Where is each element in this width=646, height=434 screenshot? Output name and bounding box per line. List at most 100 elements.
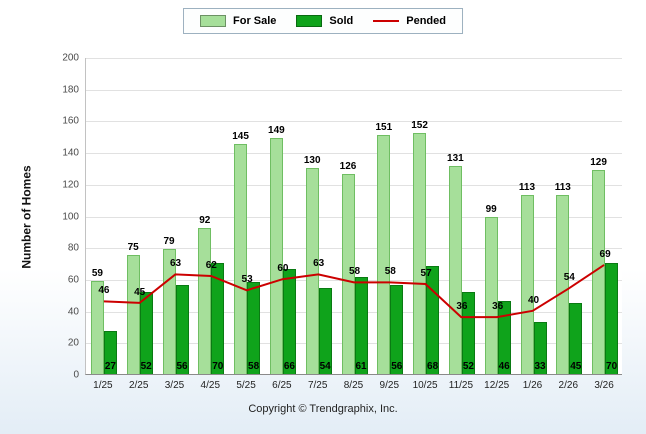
pended-value-label: 63 xyxy=(313,258,325,270)
x-tick-label: 7/25 xyxy=(307,380,328,391)
sold-value-label: 70 xyxy=(212,361,224,372)
x-tick-label: 10/25 xyxy=(412,380,438,391)
x-tick-label: 12/25 xyxy=(484,380,510,391)
sold-bar xyxy=(461,291,475,374)
for-sale-value-label: 145 xyxy=(232,131,249,143)
pended-value-label: 36 xyxy=(492,300,504,312)
pended-value-label: 69 xyxy=(599,248,611,260)
y-axis-ticks: 0 20 40 60 80 100 120 140 160 180 200 xyxy=(62,53,622,381)
legend-label-sold: Sold xyxy=(329,15,354,27)
sold-value-label: 70 xyxy=(606,361,618,372)
sold-bar xyxy=(175,285,189,374)
for-sale-value-label: 92 xyxy=(199,215,211,227)
pended-line-swatch-icon xyxy=(373,20,400,22)
gridline xyxy=(86,121,622,123)
y-tick-label: 140 xyxy=(62,147,79,159)
x-tick-label: 1/26 xyxy=(522,380,543,391)
y-tick-label: 100 xyxy=(62,211,79,222)
sold-bar xyxy=(354,277,368,374)
y-tick-label: 60 xyxy=(67,274,79,286)
for-sale-value-label: 79 xyxy=(163,235,175,247)
for-sale-value-label: 126 xyxy=(339,161,357,173)
sold-bar xyxy=(139,291,153,374)
legend-label-for-sale: For Sale xyxy=(233,15,277,27)
for-sale-value-label: 59 xyxy=(91,267,103,279)
sold-value-label: 68 xyxy=(427,361,439,372)
for-sale-value-label: 75 xyxy=(127,242,139,254)
for-sale-bar xyxy=(413,133,427,374)
pended-value-label: 40 xyxy=(527,294,540,306)
for-sale-bar xyxy=(162,248,176,374)
for-sale-bar xyxy=(305,167,319,374)
y-tick-label: 120 xyxy=(62,179,79,191)
sold-bar xyxy=(247,282,261,374)
chart-legend: For Sale Sold Pended xyxy=(183,8,463,34)
x-tick-label: 11/25 xyxy=(448,380,474,391)
y-tick-label: 80 xyxy=(67,242,79,254)
sold-bar xyxy=(533,321,547,374)
sold-value-label: 46 xyxy=(498,361,510,372)
x-tick-label: 2/25 xyxy=(128,380,149,391)
x-tick-label: 5/25 xyxy=(236,380,256,391)
x-tick-label: 2/26 xyxy=(558,380,579,391)
x-tick-label: 8/25 xyxy=(343,380,364,391)
for-sale-bar xyxy=(484,217,498,374)
sold-bar xyxy=(282,269,296,374)
for-sale-bar xyxy=(126,255,140,374)
pended-value-label: 36 xyxy=(456,300,468,312)
for-sale-value-label: 149 xyxy=(268,124,285,136)
gridline xyxy=(86,58,622,59)
for-sale-value-label: 131 xyxy=(447,153,464,165)
legend-label-pended: Pended xyxy=(406,15,446,27)
sold-swatch-icon xyxy=(296,15,323,27)
for-sale-value-label: 113 xyxy=(554,181,571,193)
sold-bar xyxy=(569,302,583,374)
pended-value-label: 45 xyxy=(134,286,146,298)
x-tick-label: 3/26 xyxy=(594,380,614,391)
sold-value-label: 58 xyxy=(248,361,260,372)
sold-value-label: 61 xyxy=(355,361,367,372)
bars-layer: 59 27 46 75 52 45 79 56 63 92 70 62 145 58 53 149 66 60 13… xyxy=(86,58,622,374)
sold-value-label: 27 xyxy=(104,361,116,372)
for-sale-bar xyxy=(269,137,283,374)
for-sale-bar xyxy=(341,174,355,374)
for-sale-bar xyxy=(90,280,104,374)
pended-value-label: 53 xyxy=(241,274,253,285)
y-tick-label: 200 xyxy=(62,52,79,64)
pended-value-label: 63 xyxy=(169,258,182,270)
x-tick-label: 9/25 xyxy=(379,380,400,391)
for-sale-bar xyxy=(377,134,391,374)
plot-area: 0 20 40 60 80 100 120 140 160 180 200 59 27 46 75 52 45… xyxy=(62,53,622,381)
pended-value-label: 54 xyxy=(563,272,575,284)
sold-value-label: 52 xyxy=(140,361,152,372)
legend-item-for-sale: For Sale xyxy=(200,15,276,27)
pended-value-label: 58 xyxy=(348,266,361,278)
y-tick-label: 160 xyxy=(62,115,79,127)
for-sale-swatch-icon xyxy=(200,15,227,27)
for-sale-bar xyxy=(198,228,212,374)
x-tick-label: 3/25 xyxy=(164,380,185,391)
pended-value-label: 57 xyxy=(420,267,432,279)
x-tick-label: 1/25 xyxy=(93,380,113,391)
for-sale-value-label: 113 xyxy=(518,181,536,193)
sold-value-label: 54 xyxy=(319,361,331,372)
for-sale-value-label: 129 xyxy=(590,156,607,168)
x-tick-label: 6/25 xyxy=(272,380,292,391)
for-sale-bar xyxy=(234,144,248,374)
sold-value-label: 66 xyxy=(283,361,295,372)
gridline xyxy=(86,89,622,91)
pended-line xyxy=(103,264,605,319)
pended-line-path xyxy=(103,264,605,319)
x-axis-labels: 1/25 2/25 3/25 4/25 5/25 6/25 7/25 8/25 9/25 10/2… xyxy=(85,380,622,394)
y-tick-label: 0 xyxy=(73,369,79,381)
pended-value-label: 62 xyxy=(205,259,217,271)
sold-bar xyxy=(390,285,404,374)
sold-bar xyxy=(211,263,225,374)
for-sale-value-label: 151 xyxy=(375,121,393,133)
sold-value-label: 33 xyxy=(534,361,546,372)
y-axis-title: Number of Homes xyxy=(20,164,35,269)
pended-value-label: 46 xyxy=(98,285,110,297)
gridline xyxy=(86,153,622,155)
pended-value-label: 60 xyxy=(277,262,289,274)
